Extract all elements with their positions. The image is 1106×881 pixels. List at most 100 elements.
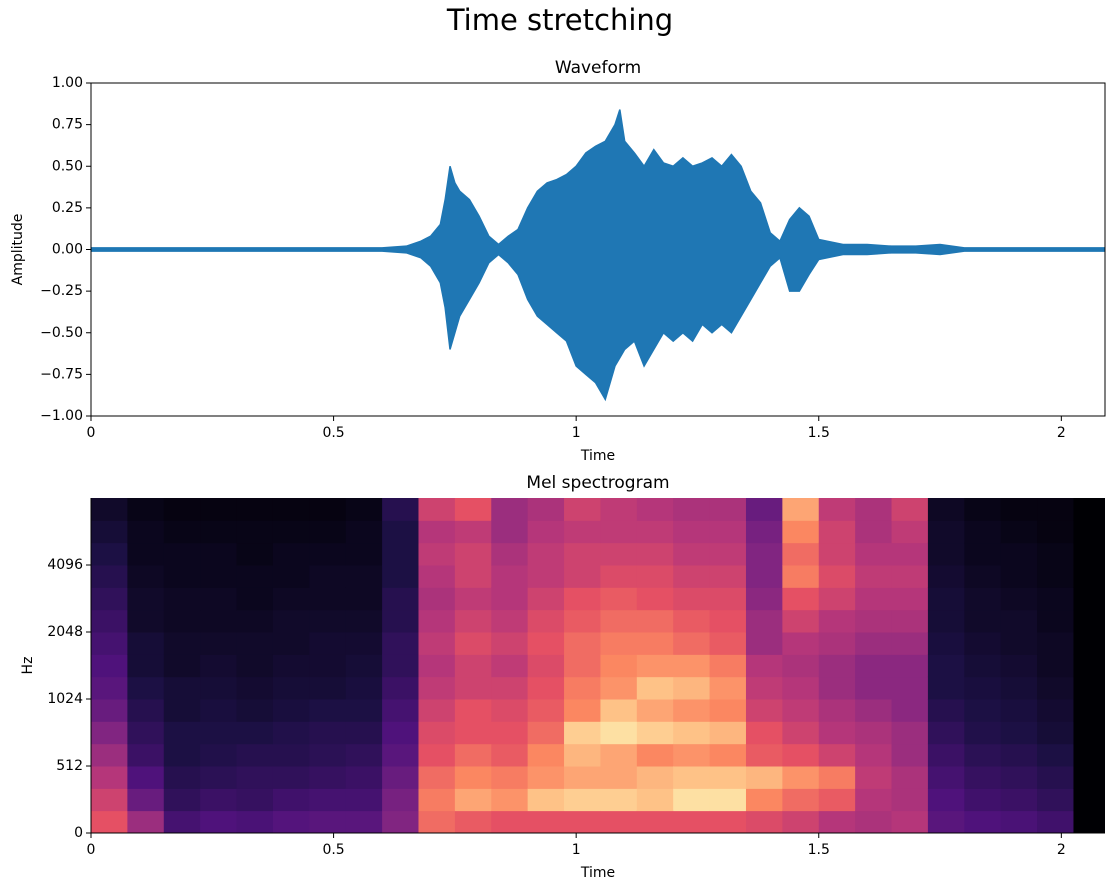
spectrogram-cell bbox=[564, 609, 601, 633]
spectrogram-cell bbox=[200, 542, 238, 566]
spectrogram-cell bbox=[272, 587, 310, 611]
spectrogram-cell bbox=[200, 498, 238, 521]
spectrogram-cell bbox=[818, 632, 856, 655]
spectrogram-cell bbox=[163, 565, 201, 588]
spectrogram-cell bbox=[1000, 788, 1038, 812]
spectrogram-cell bbox=[127, 542, 165, 566]
spectrogram-cell bbox=[1000, 520, 1038, 544]
spectrogram-cell bbox=[1073, 721, 1105, 745]
x-tick-label: 0 bbox=[87, 842, 96, 858]
spectrogram-cell bbox=[345, 587, 383, 611]
spectrogram-cell bbox=[272, 520, 310, 544]
spectrogram-cell bbox=[236, 632, 274, 655]
spectrogram-cell bbox=[454, 587, 492, 611]
spectrogram-cell bbox=[1037, 810, 1074, 833]
spectrogram-cell bbox=[418, 699, 456, 722]
spectrogram-cell bbox=[600, 810, 638, 833]
spectrogram-cell bbox=[745, 766, 783, 789]
spectrogram-cell bbox=[382, 609, 419, 633]
spectrogram-cell bbox=[91, 676, 128, 700]
spectrogram-cell bbox=[236, 810, 274, 833]
spectrogram-cell bbox=[454, 609, 492, 633]
spectrogram-cell bbox=[1037, 632, 1074, 655]
spectrogram-cell bbox=[709, 498, 747, 521]
spectrogram-cell bbox=[236, 654, 274, 678]
spectrogram-cell bbox=[127, 632, 165, 655]
spectrogram-cell bbox=[1037, 788, 1074, 812]
spectrogram-cell bbox=[782, 810, 820, 833]
spectrogram-cell bbox=[600, 542, 638, 566]
spectrogram-cell bbox=[818, 810, 856, 833]
spectrogram-cell bbox=[163, 721, 201, 745]
spectrogram-cell bbox=[709, 676, 747, 700]
spectrogram-cell bbox=[1037, 699, 1074, 722]
spectrogram-cell bbox=[709, 788, 747, 812]
spectrogram-cell bbox=[782, 654, 820, 678]
spectrogram-cell bbox=[454, 520, 492, 544]
x-tick-label: 0 bbox=[87, 425, 96, 441]
spectrogram-cell bbox=[891, 766, 929, 789]
spectrogram-cell bbox=[200, 766, 238, 789]
spectrogram-cell bbox=[309, 676, 347, 700]
spectrogram-cell bbox=[163, 810, 201, 833]
spectrogram-cell bbox=[382, 721, 419, 745]
spectrogram-cell bbox=[745, 654, 783, 678]
y-tick-label: −0.75 bbox=[40, 366, 83, 382]
spectrogram-cell bbox=[1037, 542, 1074, 566]
spectrogram-cell bbox=[745, 520, 783, 544]
spectrogram-cell bbox=[855, 810, 893, 833]
spectrogram-cell bbox=[891, 632, 929, 655]
spectrogram-cell bbox=[673, 632, 711, 655]
spectrogram-cell bbox=[1073, 766, 1105, 789]
spectrogram-cell bbox=[782, 632, 820, 655]
spectrogram-cell bbox=[200, 654, 238, 678]
spectrogram-cell bbox=[91, 565, 128, 588]
x-axis-label: Time bbox=[580, 448, 615, 464]
x-tick-label: 0.5 bbox=[322, 842, 344, 858]
spectrogram-cell bbox=[527, 788, 565, 812]
spectrogram-cell bbox=[272, 542, 310, 566]
spectrogram-cell bbox=[418, 654, 456, 678]
spectrogram-cell bbox=[345, 788, 383, 812]
spectrogram-cell bbox=[236, 542, 274, 566]
y-tick-label: 0 bbox=[74, 825, 83, 841]
spectrogram-cell bbox=[673, 498, 711, 521]
spectrogram-cell bbox=[1073, 699, 1105, 722]
spectrogram-cell bbox=[964, 766, 1002, 789]
spectrogram-cell bbox=[891, 699, 929, 722]
spectrogram-cell bbox=[818, 676, 856, 700]
spectrogram-cell bbox=[527, 810, 565, 833]
spectrogram-cell bbox=[272, 632, 310, 655]
spectrogram-cell bbox=[891, 788, 929, 812]
spectrogram-cell bbox=[527, 520, 565, 544]
spectrogram-cell bbox=[236, 676, 274, 700]
spectrogram-cell bbox=[745, 542, 783, 566]
spectrogram-cell bbox=[891, 520, 929, 544]
spectrogram-cell bbox=[345, 565, 383, 588]
spectrogram-cell bbox=[418, 587, 456, 611]
spectrogram-cell bbox=[855, 542, 893, 566]
spectrogram-cell bbox=[782, 565, 820, 588]
spectrogram-cell bbox=[127, 788, 165, 812]
spectrogram-cell bbox=[818, 699, 856, 722]
spectrogram-cell bbox=[745, 609, 783, 633]
spectrogram-cell bbox=[1000, 766, 1038, 789]
spectrogram-cell bbox=[454, 654, 492, 678]
y-tick-label: 2048 bbox=[47, 624, 83, 640]
spectrogram-cell bbox=[636, 632, 674, 655]
spectrogram-cell bbox=[491, 676, 529, 700]
spectrogram-cell bbox=[527, 542, 565, 566]
spectrogram-cell bbox=[964, 565, 1002, 588]
x-tick-label: 1.5 bbox=[808, 425, 830, 441]
spectrogram-cell bbox=[782, 788, 820, 812]
spectrogram-cell bbox=[491, 498, 529, 521]
spectrogram-cell bbox=[418, 721, 456, 745]
spectrogram-cell bbox=[891, 565, 929, 588]
spectrogram-cell bbox=[927, 587, 965, 611]
spectrogram-cell bbox=[527, 766, 565, 789]
spectrogram-cell bbox=[564, 632, 601, 655]
spectrogram-cell bbox=[673, 766, 711, 789]
spectrogram-cell bbox=[855, 676, 893, 700]
spectrogram-cell bbox=[564, 654, 601, 678]
spectrogram-cell bbox=[127, 699, 165, 722]
